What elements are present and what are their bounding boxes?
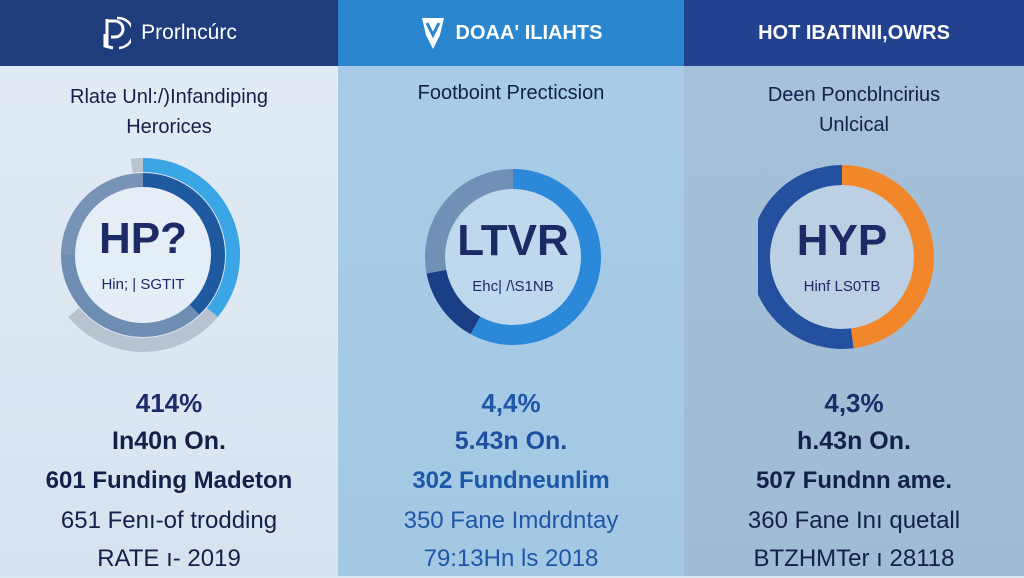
donut-center xyxy=(445,189,581,325)
panel-2-title: DOAA' ILIAHTS xyxy=(455,21,603,44)
panel-2: DOAA' ILIAHTS Footboint Precticsion LTVR… xyxy=(338,0,684,576)
panel-1: Prorlncúrc Rlate Unl:/)Infandiping Heror… xyxy=(0,0,338,576)
donut-segment-1 xyxy=(470,169,601,345)
percent-value: 414% xyxy=(135,388,203,418)
detail-line: 360 Fane Inı quetall xyxy=(747,507,961,534)
subtitle-line: Deen Poncblncirius xyxy=(767,84,941,106)
panel-1-subtitle: Rlate Unl:/)Infandiping Herorices xyxy=(0,82,338,142)
panel-2-subtitle: Footboint Precticsion xyxy=(338,78,684,108)
amount-value: h.43n On. xyxy=(797,427,911,455)
shield-logo-icon xyxy=(103,16,132,50)
rate-line: BTZHMTer ı 28118 xyxy=(753,545,955,572)
panel-2-header: DOAA' ILIAHTS xyxy=(338,0,684,66)
amount-value: 5.43n On. xyxy=(454,427,568,455)
donut-segment-2 xyxy=(426,269,481,335)
donut-chart-1: HP? Hin; | SGTIT xyxy=(61,158,240,352)
panel-2-stats: 4,4% 5.43n On. 302 Fundneunlim 350 Fane … xyxy=(338,384,684,578)
donut-label: LTVR xyxy=(457,216,569,265)
donut-chart-2: LTVR Ehc| /\S1NB xyxy=(425,169,601,345)
donut-segment-2 xyxy=(142,158,240,317)
detail-line: 350 Fane Imdrdntay xyxy=(403,507,619,534)
panel-3-stats: 4,3% h.43n On. 507 Fundnn ame. 360 Fane … xyxy=(684,384,1024,578)
donut-chart-3: HYP Hinf LS0TB xyxy=(758,165,934,349)
donut-segment-2 xyxy=(758,165,854,349)
funding-value: 302 Fundneunlim xyxy=(412,467,610,494)
percent-value: 4,4% xyxy=(481,388,541,418)
donut-label: HYP xyxy=(797,216,887,265)
donut-center xyxy=(75,187,211,323)
panel-3-title: HOT IBATINII,OWRS xyxy=(758,21,950,44)
donut-segment-4 xyxy=(142,173,225,315)
percent-value: 4,3% xyxy=(824,388,884,418)
donut-segment-1 xyxy=(841,165,934,349)
donut-center xyxy=(770,185,914,329)
subtitle-line: Herorices xyxy=(126,116,212,138)
panel-1-header: Prorlncúrc xyxy=(0,0,338,66)
panel-3-subtitle: Deen Poncblncirius Unlcical xyxy=(684,80,1024,140)
donut-caption: Hin; | SGTIT xyxy=(101,276,184,293)
donut-label: HP? xyxy=(99,214,187,263)
panel-1-stats: 414% In40n On. 601 Funding Madeton 651 F… xyxy=(0,384,338,578)
donut-segment-5 xyxy=(61,254,200,337)
donut-segment-3 xyxy=(61,173,144,256)
rate-line: RATE ı- 2019 xyxy=(97,545,241,572)
panel-3: HOT IBATINII,OWRS Deen Poncblncirius Unl… xyxy=(684,0,1024,576)
panel-3-header: HOT IBATINII,OWRS xyxy=(684,0,1024,66)
funding-value: 507 Fundnn ame. xyxy=(755,467,953,494)
subtitle-line: Footboint Precticsion xyxy=(417,82,605,104)
donut-caption: Hinf LS0TB xyxy=(804,278,881,295)
subtitle-line: Rlate Unl:/)Infandiping xyxy=(70,86,268,108)
donut-segment-3 xyxy=(425,169,514,274)
shield-v-logo-icon xyxy=(421,18,444,49)
detail-line: 651 Fen⁠ı-of trodding xyxy=(60,507,278,534)
rate-line: 79:13Hn ls 2018 xyxy=(423,545,599,572)
amount-value: In40n On. xyxy=(112,427,226,455)
subtitle-line: Unlcical xyxy=(818,114,890,136)
donut-caption: Ehc| /\S1NB xyxy=(472,278,553,295)
funding-value: 601 Funding Madeton xyxy=(45,467,293,494)
panel-1-title: Prorlncúrc xyxy=(141,21,237,44)
